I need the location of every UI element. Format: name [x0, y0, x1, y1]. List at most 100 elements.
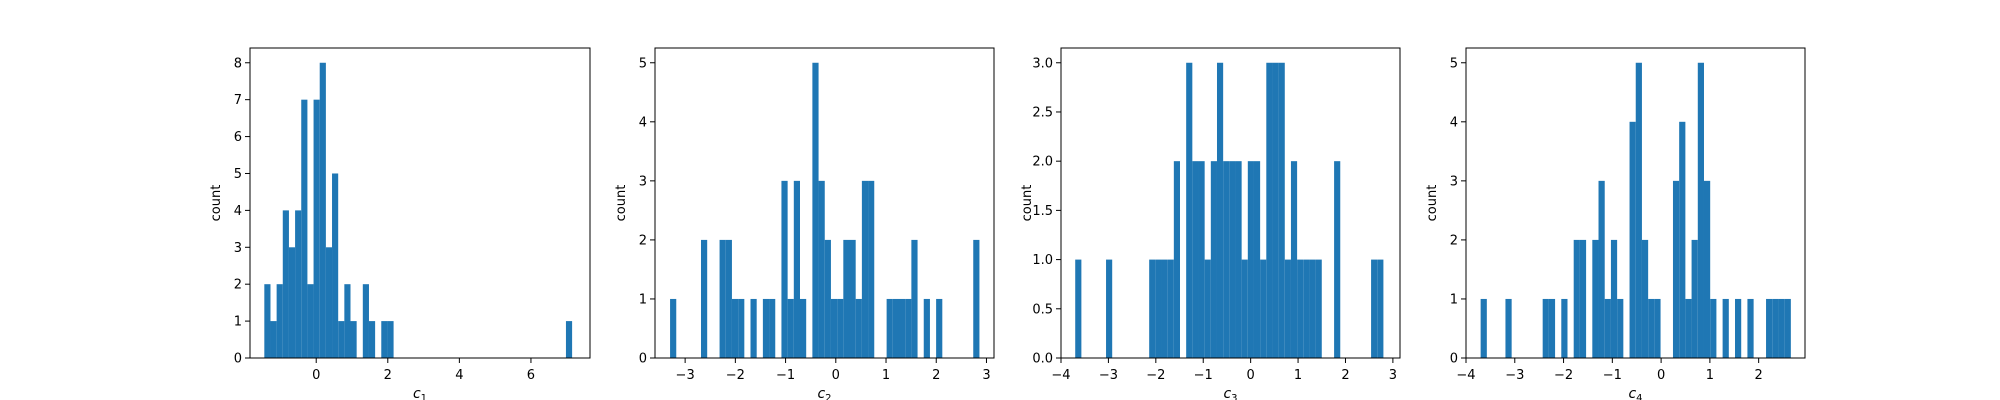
y-tick-label: 1	[234, 315, 242, 330]
bar	[1685, 298, 1692, 358]
bar	[1241, 259, 1248, 358]
x-tick-label: −1	[1194, 368, 1213, 383]
y-tick-label: 0.5	[1032, 302, 1053, 317]
bar	[781, 180, 788, 358]
bar	[1075, 259, 1082, 358]
bar	[1679, 121, 1686, 358]
x-tick-label: −2	[726, 368, 745, 383]
bar	[282, 210, 289, 358]
x-tick-label: 2	[384, 368, 392, 383]
bar	[1480, 298, 1487, 358]
bar	[1784, 298, 1791, 358]
bar	[1247, 161, 1254, 358]
bar	[1290, 161, 1298, 358]
bar	[701, 239, 708, 358]
bar	[325, 247, 333, 358]
y-tick-label: 8	[234, 56, 242, 71]
x-tick-label: 1	[1294, 368, 1302, 383]
bar	[1778, 298, 1785, 358]
x-tick-label: 1	[1706, 368, 1714, 383]
y-tick-label: 7	[234, 93, 242, 108]
x-axis-label-subscript: 3	[1231, 393, 1237, 400]
bar	[1672, 180, 1680, 358]
bar	[849, 239, 856, 358]
bar	[725, 239, 732, 358]
bar	[1573, 239, 1580, 358]
x-axis-label: c3	[1223, 386, 1237, 400]
bar	[1505, 298, 1512, 358]
x-tick-label: 0	[1247, 368, 1255, 383]
bar	[1334, 161, 1341, 358]
bar	[1309, 259, 1316, 358]
bar	[1561, 298, 1568, 358]
bar	[1617, 298, 1624, 358]
y-axis-label: count	[614, 185, 629, 222]
y-tick-label: 5	[1450, 56, 1458, 71]
x-tick-label: 0	[312, 368, 320, 383]
bar	[1167, 259, 1174, 358]
x-tick-label: 3	[1389, 368, 1397, 383]
y-tick-label: 2.5	[1032, 105, 1053, 120]
bar	[368, 321, 376, 358]
bar	[1697, 62, 1704, 358]
bar	[973, 239, 980, 358]
bar	[1641, 239, 1649, 358]
bar	[738, 298, 745, 358]
bar	[344, 284, 351, 358]
bar	[1542, 298, 1549, 358]
bar	[1223, 161, 1230, 358]
x-tick-label: −3	[1505, 368, 1524, 383]
bar	[1173, 161, 1180, 358]
x-axis-label-subscript: 4	[1636, 393, 1642, 400]
bar	[1703, 180, 1711, 358]
bar	[1204, 259, 1211, 358]
bar	[1377, 259, 1384, 358]
bar	[861, 180, 869, 358]
bar	[307, 284, 314, 358]
bar	[1278, 62, 1285, 358]
x-tick-label: −1	[1603, 368, 1622, 383]
y-tick-label: 5	[639, 56, 647, 71]
bar	[1722, 298, 1729, 358]
x-tick-label: −2	[1146, 368, 1165, 383]
axes-frame	[249, 47, 591, 359]
bar	[565, 321, 573, 358]
bar	[1198, 161, 1205, 358]
bar	[1266, 62, 1273, 358]
x-tick-label: 3	[982, 368, 990, 383]
bar	[1210, 161, 1217, 358]
bar	[1315, 259, 1322, 358]
x-tick-label: 2	[932, 368, 940, 383]
bar	[1216, 62, 1224, 358]
bar	[762, 298, 770, 358]
bar	[362, 284, 369, 358]
bar	[1284, 259, 1291, 358]
bar	[1610, 239, 1618, 358]
x-axis-label: c4	[1628, 386, 1642, 400]
y-tick-label: 3	[1450, 174, 1458, 189]
bar	[332, 173, 339, 358]
y-tick-label: 1.5	[1032, 204, 1053, 219]
bar	[1766, 298, 1773, 358]
y-tick-label: 2.0	[1032, 155, 1053, 170]
bar	[837, 298, 844, 358]
bar	[338, 321, 345, 358]
bar	[1155, 259, 1162, 358]
bar	[731, 298, 739, 358]
y-tick-label: 1.0	[1032, 253, 1053, 268]
bar	[295, 210, 302, 358]
bar	[319, 62, 326, 358]
bar	[1772, 298, 1779, 358]
bar	[886, 298, 893, 358]
y-tick-label: 1	[1450, 292, 1458, 307]
bar	[855, 298, 862, 358]
bar	[1297, 259, 1304, 358]
x-tick-label: 0	[832, 368, 840, 383]
y-tick-label: 3.0	[1032, 56, 1053, 71]
bar	[1303, 259, 1310, 358]
